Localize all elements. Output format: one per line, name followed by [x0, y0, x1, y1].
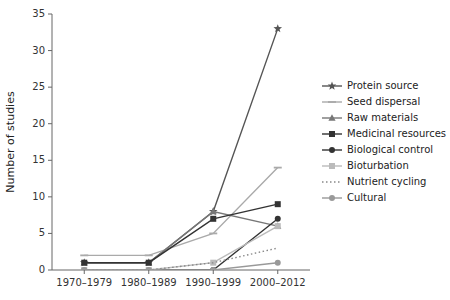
legend-label: Medicinal resources	[347, 128, 446, 139]
legend-marker	[329, 163, 335, 169]
legend-label: Bioturbation	[347, 160, 409, 171]
y-tick	[48, 50, 52, 51]
legend-marker	[328, 101, 336, 103]
y-tick	[48, 233, 52, 234]
point-marker	[275, 223, 281, 229]
x-tick-label: 2000–2012	[250, 277, 306, 288]
y-axis-label: Number of studies	[4, 91, 17, 193]
point-marker	[145, 259, 152, 266]
x-tick	[84, 270, 85, 274]
point-marker	[146, 267, 152, 270]
y-tick	[48, 270, 52, 271]
point-marker	[81, 259, 88, 266]
point-marker	[210, 208, 217, 215]
point-marker	[144, 258, 153, 266]
point-marker	[274, 222, 281, 229]
legend-marker	[329, 195, 335, 201]
legend-label: Biological control	[347, 144, 433, 155]
point-marker	[210, 267, 216, 270]
point-marker	[210, 267, 216, 270]
legend-label: Raw materials	[347, 112, 418, 123]
point-marker	[273, 24, 282, 32]
y-tick-label: 35	[32, 8, 45, 19]
series-line	[84, 211, 278, 262]
x-tick-label: 1990–1999	[185, 277, 241, 288]
legend-label: Nutrient cycling	[347, 176, 426, 187]
plot-area	[80, 24, 282, 270]
point-marker	[80, 258, 89, 266]
y-tick	[48, 196, 52, 197]
point-marker	[81, 260, 87, 266]
x-tick	[277, 270, 278, 274]
legend-swatch	[322, 181, 342, 182]
point-marker	[81, 267, 87, 270]
series-line	[84, 263, 278, 270]
series-line	[84, 226, 278, 270]
point-marker	[81, 267, 87, 270]
legend-label: Protein source	[347, 80, 418, 91]
legend-label: Cultural	[347, 192, 386, 203]
point-marker	[146, 260, 152, 266]
point-marker	[80, 254, 88, 256]
point-marker	[146, 267, 152, 270]
y-tick	[48, 160, 52, 161]
legend: Protein source Seed dispersal Raw material…	[322, 80, 446, 203]
point-marker	[275, 260, 281, 266]
point-marker	[209, 207, 218, 215]
series-line	[84, 29, 278, 263]
y-axis-line	[52, 14, 53, 270]
legend-marker	[328, 114, 335, 121]
legend-label: Seed dispersal	[347, 96, 420, 107]
y-tick-label: 30	[32, 45, 45, 56]
y-tick-label: 10	[32, 191, 45, 202]
point-marker	[146, 267, 152, 270]
series-line	[84, 248, 278, 270]
chart: 0 5 10 15 20 25 30 35 1970–1979 1980–1989 1990–199…	[0, 0, 450, 300]
point-marker	[210, 216, 216, 222]
y-tick-label: 0	[39, 264, 45, 275]
x-tick-label: 1970–1979	[56, 277, 112, 288]
legend-marker	[329, 131, 335, 137]
point-marker	[81, 267, 87, 270]
legend-swatch	[322, 101, 342, 102]
point-marker	[145, 254, 153, 256]
x-tick-label: 1980–1989	[121, 277, 177, 288]
y-tick	[48, 123, 52, 124]
y-tick-label: 5	[39, 227, 45, 238]
series-line	[84, 204, 278, 263]
y-tick-label: 15	[32, 154, 45, 165]
x-tick	[213, 270, 214, 274]
point-marker	[275, 216, 281, 222]
y-tick	[48, 87, 52, 88]
y-tick-label: 20	[32, 118, 45, 129]
point-marker	[274, 167, 282, 169]
legend-marker	[328, 82, 337, 90]
x-tick	[148, 270, 149, 274]
series-line	[84, 219, 278, 270]
legend-marker	[329, 147, 335, 153]
point-marker	[209, 233, 217, 235]
y-tick	[48, 14, 52, 15]
y-tick-label: 25	[32, 81, 45, 92]
point-marker	[275, 201, 281, 207]
